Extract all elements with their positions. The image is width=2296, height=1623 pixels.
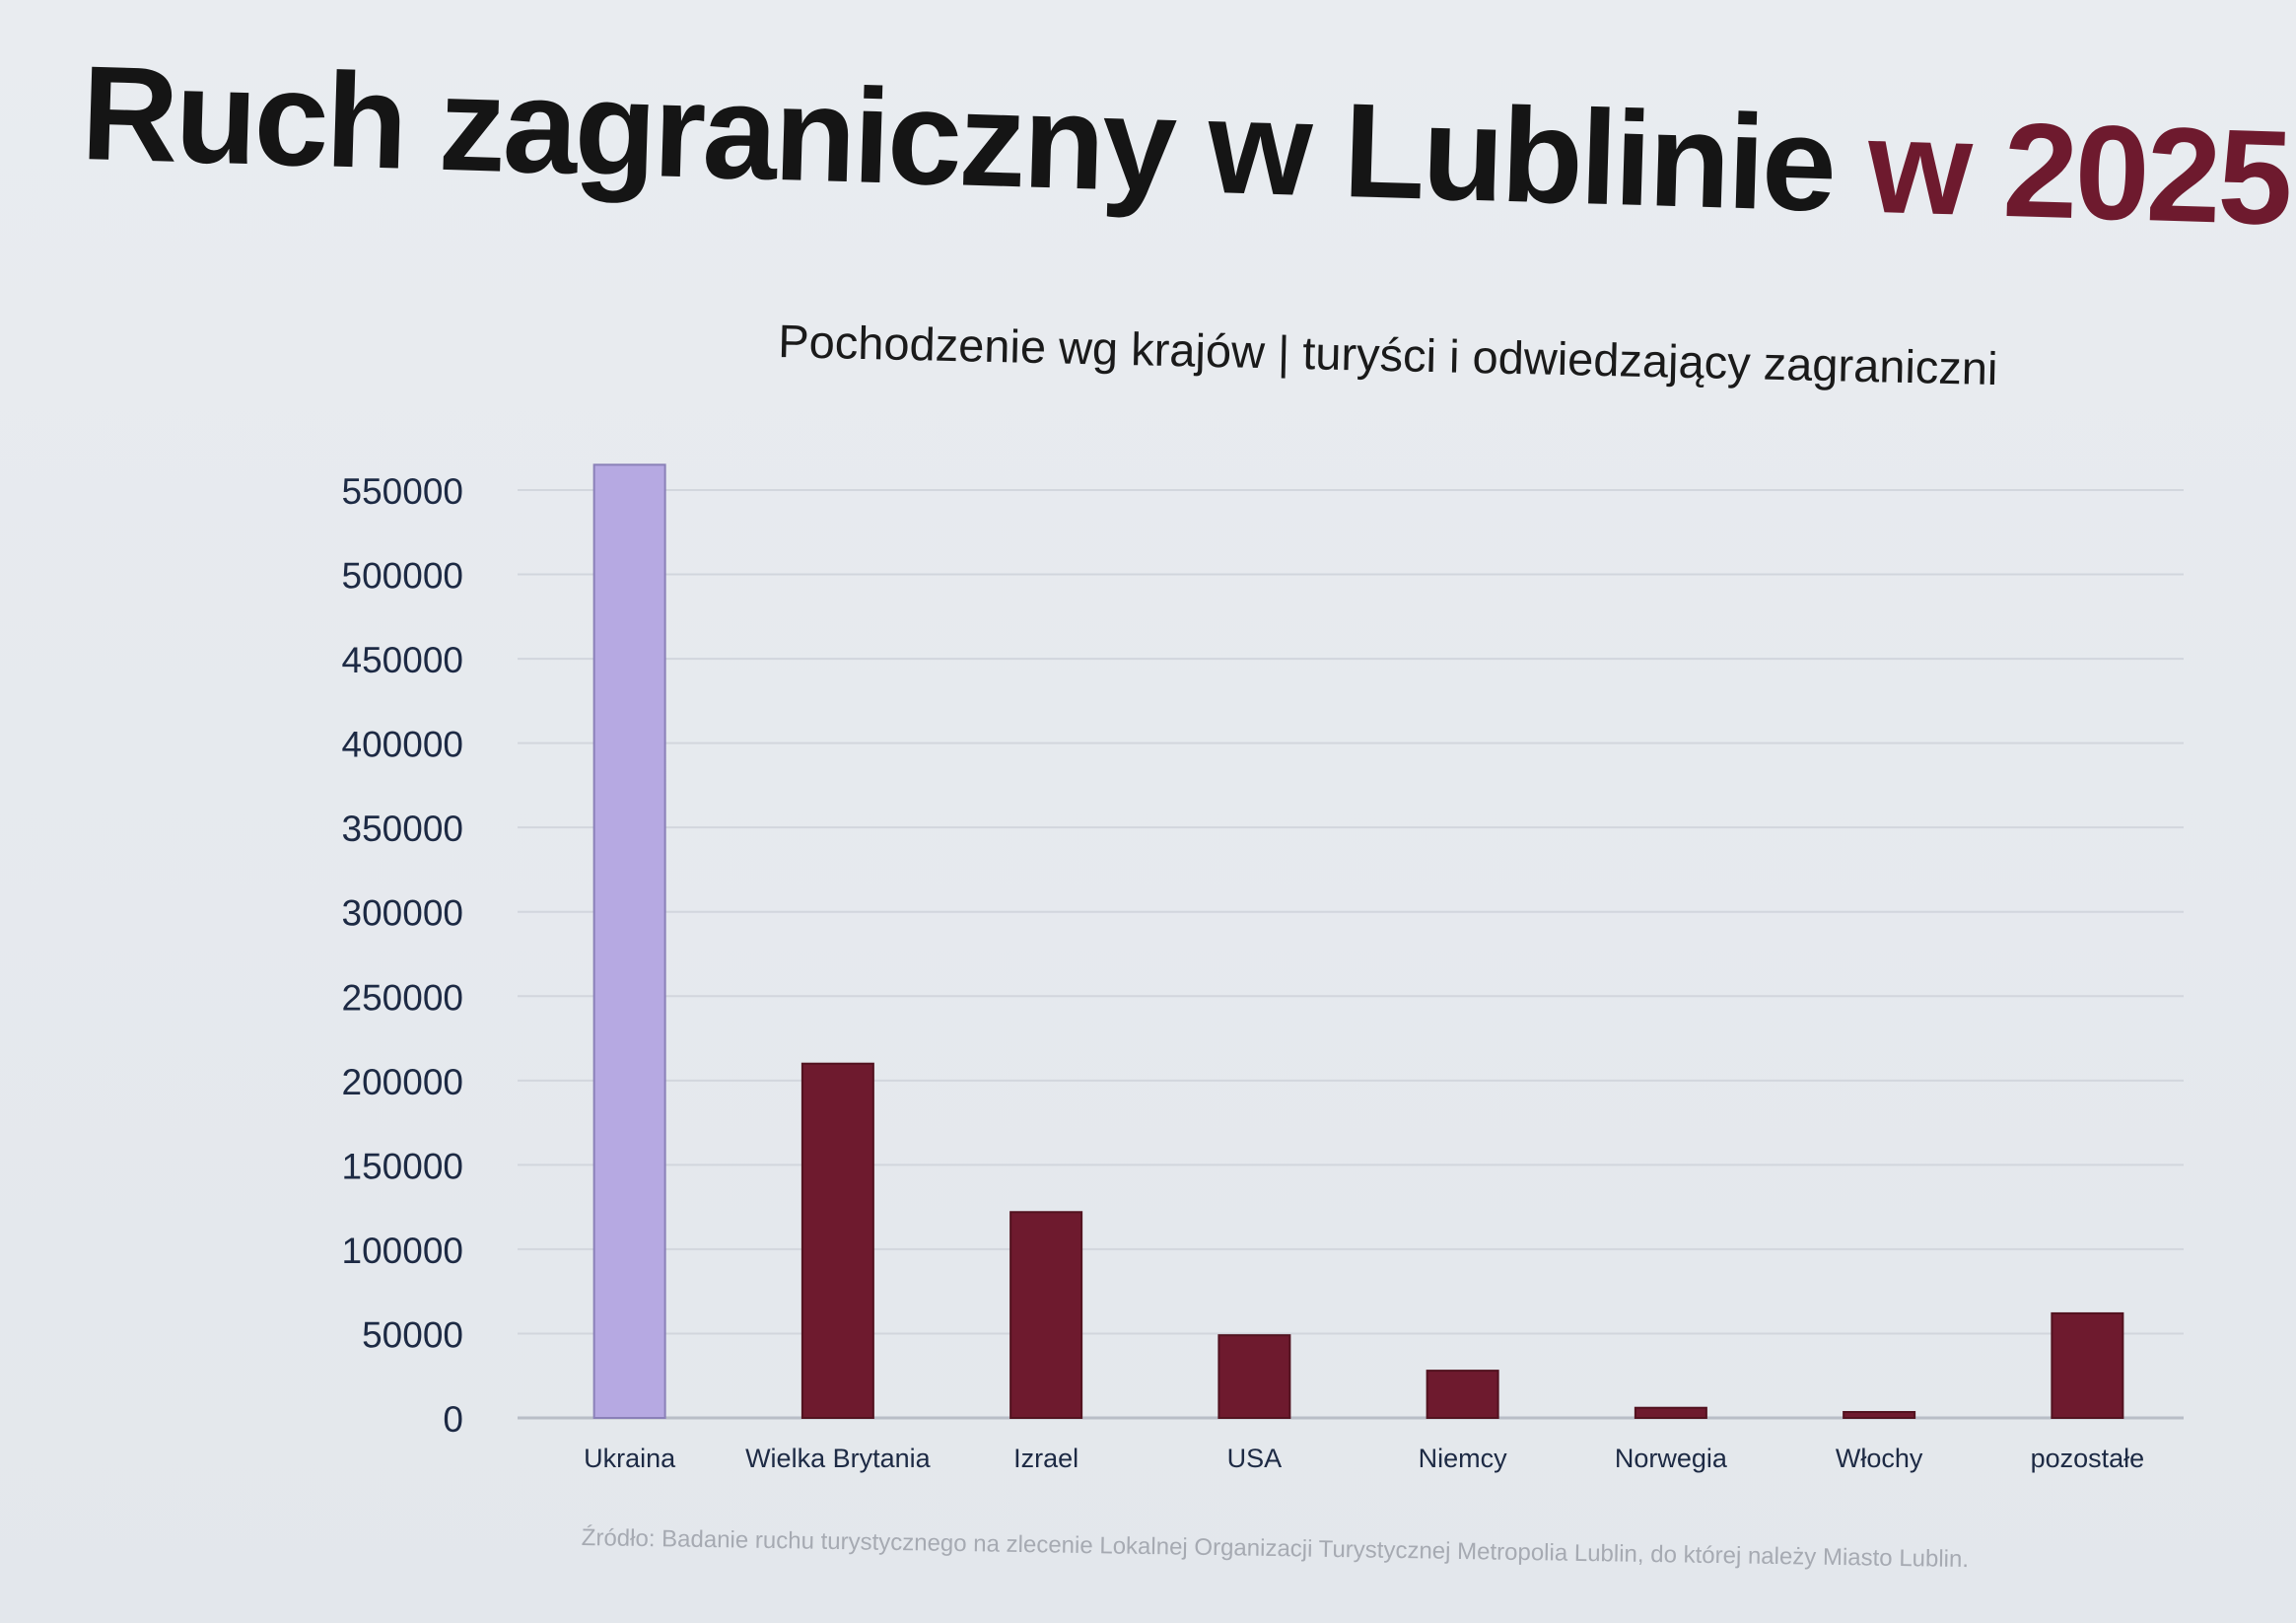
bar-pozostałe xyxy=(2051,1311,2124,1419)
x-tick-label: Włochy xyxy=(1836,1444,1923,1473)
y-tick-label: 450000 xyxy=(342,640,463,680)
bar-włochy xyxy=(1843,1411,1916,1420)
x-axis-ticks: Ukraina Wielka Brytania Izrael USA Niemcy Nor… xyxy=(584,1444,2144,1473)
bar-wielka-brytania xyxy=(800,1062,874,1420)
y-tick-label: 50000 xyxy=(362,1314,463,1355)
x-tick-label: Niemcy xyxy=(1419,1444,1508,1473)
y-tick-label: 100000 xyxy=(342,1231,463,1271)
y-tick-label: 250000 xyxy=(342,977,463,1018)
bar-niemcy xyxy=(1426,1370,1499,1420)
y-tick-label: 550000 xyxy=(342,471,463,512)
y-tick-label: 500000 xyxy=(342,556,463,597)
x-tick-label: USA xyxy=(1227,1444,1283,1473)
bar-norwegia xyxy=(1634,1406,1707,1419)
x-tick-label: Norwegia xyxy=(1615,1444,1728,1473)
y-tick-label: 400000 xyxy=(342,725,463,765)
y-tick-label: 0 xyxy=(443,1399,463,1440)
chart-gridlines xyxy=(518,489,2184,1335)
bar-usa xyxy=(1218,1334,1291,1419)
bar-ukraina xyxy=(592,463,666,1419)
y-tick-label: 300000 xyxy=(342,893,463,934)
y-tick-label: 150000 xyxy=(342,1146,463,1186)
y-axis-ticks: 0 50000 100000 150000 200000 250000 300000 3500… xyxy=(342,471,463,1440)
x-tick-label: Ukraina xyxy=(584,1444,676,1473)
x-tick-label: Izrael xyxy=(1013,1444,1078,1473)
x-tick-label: Wielka Brytania xyxy=(745,1444,932,1473)
y-tick-label: 200000 xyxy=(342,1062,463,1102)
y-tick-label: 350000 xyxy=(342,809,463,849)
bar-izrael xyxy=(1009,1211,1083,1419)
x-tick-label: pozostałe xyxy=(2031,1444,2145,1473)
chart-bars xyxy=(592,463,2124,1420)
